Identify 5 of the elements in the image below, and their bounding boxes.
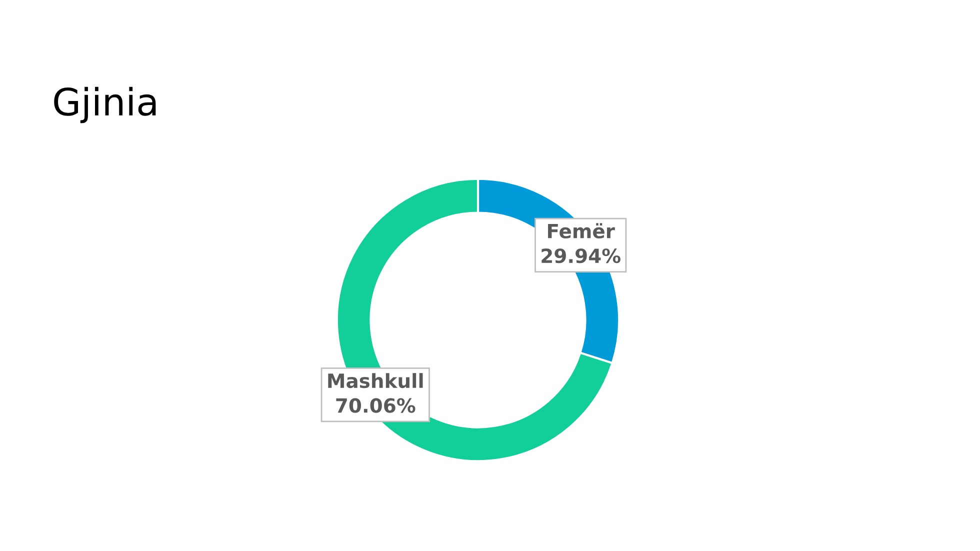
data-label: 70.06% [336,398,416,413]
chart-title: Gjinia [54,86,156,124]
slice-label: Mashkull [328,373,423,388]
slice-label: Femër [548,223,615,238]
data-label: 29.94% [542,248,620,264]
